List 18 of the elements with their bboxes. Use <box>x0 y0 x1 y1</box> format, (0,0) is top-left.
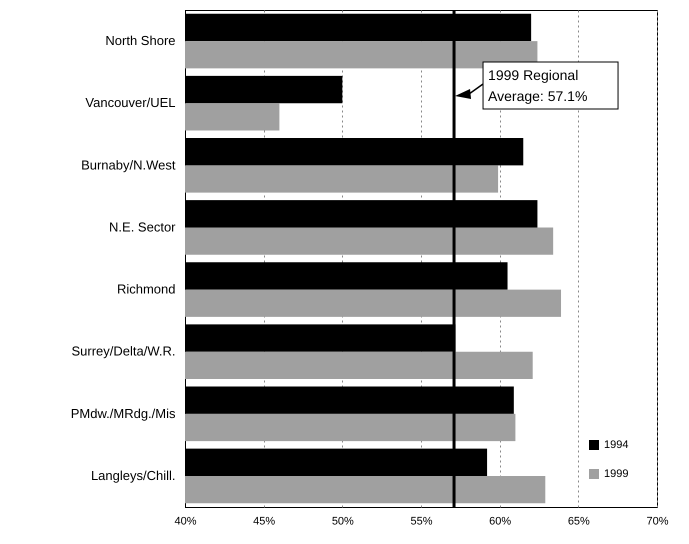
ref-line-label: 1999 Regional Average: 57.1% <box>488 67 588 104</box>
legend-label: 1999 <box>604 468 628 480</box>
y-tick-label: PMdw./MRdg./Mis <box>70 406 176 421</box>
y-tick-label: Richmond <box>116 282 176 297</box>
y-tick-label: Surrey/Delta/W.R. <box>71 344 176 359</box>
x-tick-label: 65% <box>568 516 590 528</box>
y-tick-label: Vancouver/UEL <box>85 95 176 110</box>
y-tick-label: N.E. Sector <box>109 219 176 234</box>
x-tick-label: 55% <box>410 516 433 528</box>
x-tick-label: 70% <box>646 516 669 528</box>
y-tick-label: Burnaby/N.West <box>81 157 176 172</box>
y-tick-label: North Shore <box>105 33 176 48</box>
legend-label: 1994 <box>604 439 628 451</box>
x-tick-label: 50% <box>332 516 354 528</box>
x-tick-label: 45% <box>253 516 276 528</box>
x-tick-label: 60% <box>489 516 512 528</box>
x-tick-label: 40% <box>174 516 197 528</box>
y-tick-label: Langleys/Chill. <box>90 468 176 483</box>
